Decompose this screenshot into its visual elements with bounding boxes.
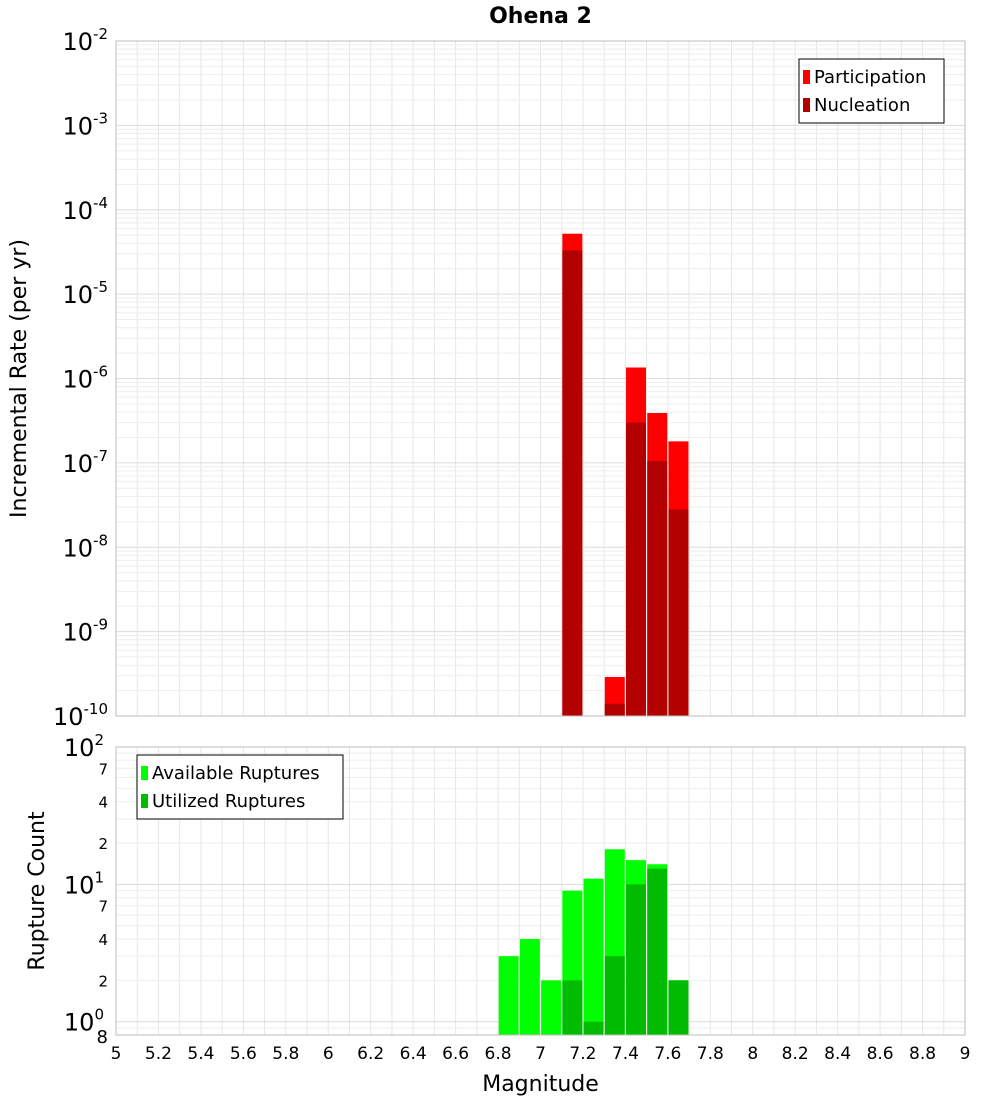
bottom-y-minor-tick-label: 4 [98, 931, 108, 949]
top-y-tick-label: 10-10 [53, 700, 108, 731]
x-tick-label: 6.4 [400, 1044, 427, 1064]
bottom-y-minor-tick-label: 7 [98, 898, 108, 916]
top-plot: 10-10 10-9 10-8 10-7 10-6 10-5 10-4 10-3 10-2 Inc… [7, 25, 966, 731]
top-y-tick-label: 10-6 [62, 363, 108, 394]
chart-title: Ohena 2 [489, 4, 592, 29]
top-y-tick-label: 10-5 [62, 278, 108, 309]
bottom-plot-border [115, 746, 966, 1036]
x-tick-label: 9 [960, 1044, 971, 1064]
top-legend [798, 58, 945, 124]
utilized-ruptures-bar [647, 868, 668, 1035]
top-y-tick-label: 10-9 [62, 616, 108, 647]
top-legend-swatch [803, 98, 810, 112]
top-y-tick-label: 10-4 [62, 194, 108, 225]
bottom-y-major-tick-label: 102 [64, 731, 104, 762]
available-ruptures-bar [519, 939, 540, 1035]
bottom-legend [136, 754, 344, 820]
bottom-y-axis-title: Rupture Count [25, 811, 50, 971]
bottom-y-major-tick-label: 100 [64, 1006, 104, 1037]
top-y-tick-label: 10-7 [62, 447, 108, 478]
available-ruptures-bar [541, 980, 562, 1035]
bottom-y-major-tick-label: 101 [64, 868, 104, 899]
x-tick-label: 5.4 [187, 1044, 214, 1064]
top-y-tick-label: 10-8 [62, 531, 108, 562]
nucleation-bar [668, 509, 689, 716]
x-tick-label: 6 [323, 1044, 334, 1064]
x-tick-label: 5.2 [145, 1044, 172, 1064]
x-tick-label: 8 [747, 1044, 758, 1064]
x-tick-label: 8.2 [782, 1044, 809, 1064]
bottom-legend-swatch [141, 794, 148, 808]
top-y-tick-label: 10-3 [62, 109, 108, 140]
x-tick-label: 8.6 [867, 1044, 894, 1064]
top-legend-label: Nucleation [814, 95, 910, 116]
x-tick-label: 7.6 [654, 1044, 681, 1064]
bottom-legend-label: Utilized Ruptures [152, 791, 305, 812]
x-tick-label: 8.8 [909, 1044, 936, 1064]
top-legend-label: Participation [814, 67, 926, 88]
bottom-y-minor-tick-label: 2 [98, 835, 108, 853]
x-tick-label: 5 [111, 1044, 122, 1064]
nucleation-bar [562, 250, 583, 717]
x-tick-label: 7.2 [569, 1044, 596, 1064]
bottom-plot: 100 101 102 8 2 4 7 2 4 7 Rupture Count 5 5.2 5.4 5.6 5… [25, 731, 970, 1097]
utilized-ruptures-bar [604, 956, 625, 1035]
x-tick-label: 5.6 [230, 1044, 257, 1064]
x-tick-label: 8.4 [824, 1044, 851, 1064]
x-tick-label: 7.4 [612, 1044, 639, 1064]
utilized-ruptures-bar [668, 980, 689, 1035]
x-tick-label: 7.8 [697, 1044, 724, 1064]
x-tick-label: 7 [535, 1044, 546, 1064]
x-tick-label: 6.2 [357, 1044, 384, 1064]
bottom-y-minor-tick-label: 8 [97, 1027, 108, 1048]
utilized-ruptures-bar [626, 884, 646, 1035]
utilized-ruptures-bar [583, 1021, 604, 1035]
top-y-axis-title: Incremental Rate (per yr) [7, 239, 32, 518]
top-plot-border [115, 40, 966, 717]
bottom-legend-swatch [141, 766, 148, 780]
x-tick-label: 5.8 [272, 1044, 299, 1064]
x-tick-label: 6.8 [485, 1044, 512, 1064]
utilized-ruptures-bar [562, 980, 583, 1035]
bottom-y-minor-tick-label: 2 [98, 972, 108, 990]
nucleation-bar [626, 422, 646, 716]
nucleation-bar [647, 461, 668, 716]
available-ruptures-bar [498, 956, 519, 1035]
bottom-legend-label: Available Ruptures [152, 763, 320, 784]
available-ruptures-bar [583, 878, 604, 1035]
bottom-y-minor-tick-label: 7 [98, 760, 108, 778]
bottom-y-minor-tick-label: 4 [98, 794, 108, 812]
top-legend-swatch [803, 70, 810, 84]
x-tick-label: 6.6 [442, 1044, 469, 1064]
top-y-tick-label: 10-2 [62, 25, 108, 56]
x-axis-title: Magnitude [482, 1072, 599, 1097]
nucleation-bar [604, 703, 625, 716]
